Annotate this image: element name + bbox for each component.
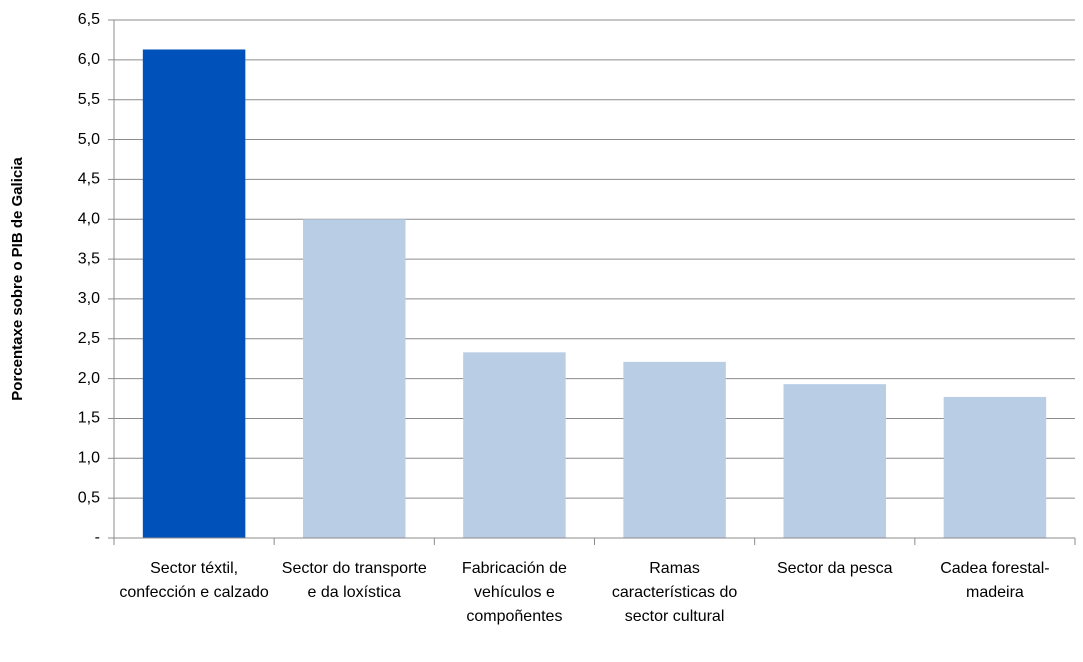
x-tick-label: Sector téxtil, confección e calzado <box>119 560 269 601</box>
y-tick-label: 6,0 <box>78 51 100 68</box>
x-tick-label: Fabricación de vehículos e compoñentes <box>461 560 567 625</box>
bar <box>783 384 887 538</box>
y-axis-label: Porcentaxe sobre o PIB de Galicia <box>9 157 26 401</box>
bar <box>463 352 566 538</box>
x-tick-label: Sector do transporte e da loxística <box>281 560 427 601</box>
y-tick-label: 5,5 <box>78 91 100 108</box>
y-tick-label: 3,0 <box>78 290 100 307</box>
y-tick-label: 2,0 <box>78 370 100 387</box>
y-tick-label: 0,5 <box>78 489 100 506</box>
x-tick-label: Sector da pesca <box>776 560 893 577</box>
y-tick-label: 4,0 <box>78 210 100 227</box>
y-tick-label: 4,5 <box>78 171 100 188</box>
y-tick-label: 2,5 <box>78 330 100 347</box>
y-tick-label: 1,0 <box>78 450 100 467</box>
bar <box>142 49 246 539</box>
y-tick-label: - <box>95 529 100 546</box>
bar <box>302 219 406 538</box>
bar <box>623 361 726 538</box>
y-tick-label: 6,5 <box>78 11 100 28</box>
y-tick-label: 1,5 <box>78 410 100 427</box>
y-tick-label: 3,5 <box>78 250 100 267</box>
y-tick-label: 5,0 <box>78 131 100 148</box>
x-tick-label: Ramas características do sector cultural <box>611 560 738 625</box>
bar <box>943 396 1047 538</box>
x-tick-label: Cadea forestal-madeira <box>940 560 1050 601</box>
